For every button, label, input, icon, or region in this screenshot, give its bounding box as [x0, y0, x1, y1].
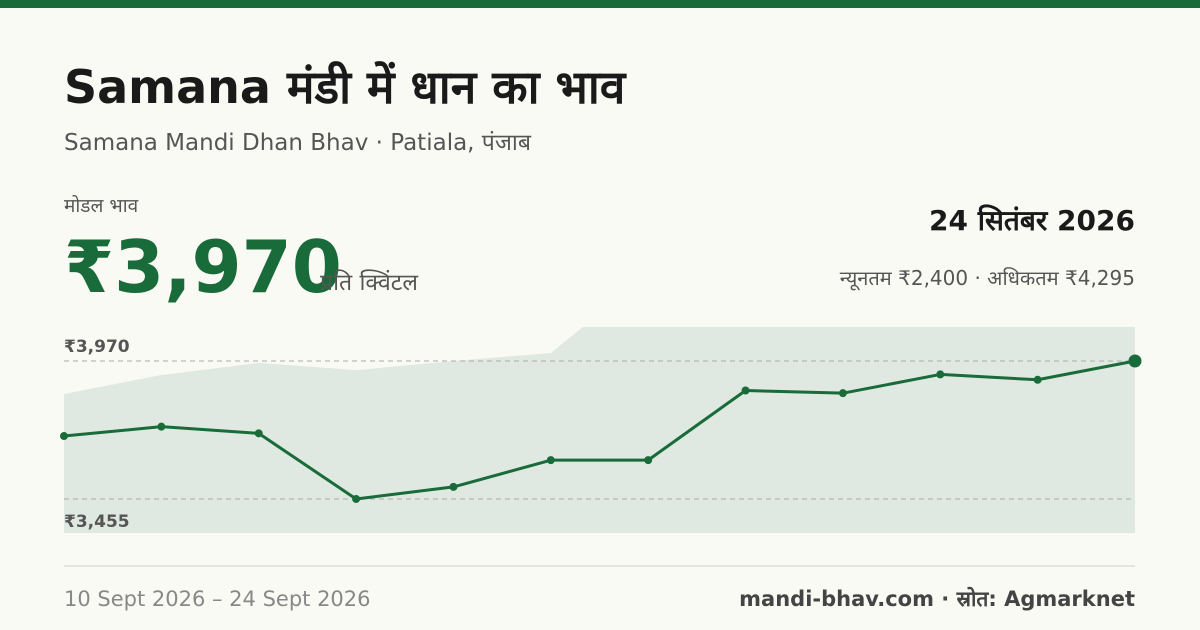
subtitle: Samana Mandi Dhan Bhav · Patiala, पंजाब — [64, 130, 532, 156]
point — [546, 456, 555, 465]
point — [936, 370, 945, 379]
source: mandi-bhav.com · स्रोत: Agmarknet — [739, 586, 1135, 611]
price-label: मोडल भाव — [64, 194, 139, 217]
title: Samana मंडी में धान का भाव — [64, 60, 627, 114]
point — [1128, 354, 1142, 368]
date: 24 सितंबर 2026 — [929, 204, 1135, 237]
unit: प्रति क्विंटल — [320, 269, 418, 296]
point — [157, 422, 166, 431]
point — [1033, 375, 1042, 384]
price: ₹3,970 — [64, 225, 342, 309]
chart: ₹3,970 ₹3,455 — [60, 327, 1142, 533]
price-line — [63, 359, 1136, 501]
point — [449, 482, 458, 491]
point — [741, 386, 750, 395]
period: 10 Sept 2026 – 24 Sept 2026 — [64, 587, 371, 611]
point — [254, 429, 263, 438]
price-range: न्यूनतम ₹2,400 · अधिकतम ₹4,295 — [840, 266, 1135, 291]
point — [60, 432, 68, 441]
top-bar — [0, 0, 1200, 8]
point — [838, 389, 847, 398]
range-area — [64, 327, 1135, 533]
point — [352, 494, 361, 503]
y-tick-label: ₹3,970 — [64, 337, 130, 357]
point — [644, 456, 653, 465]
y-tick-label: ₹3,455 — [64, 512, 130, 532]
